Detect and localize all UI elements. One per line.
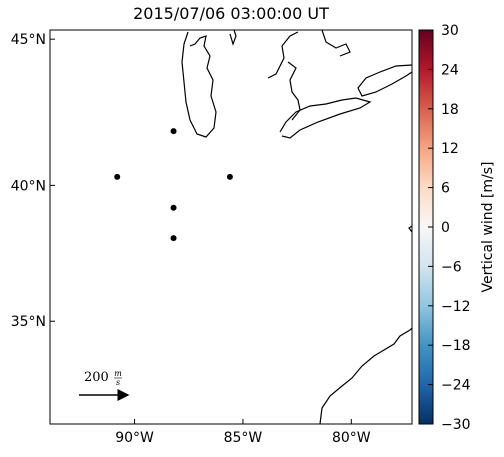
colorbar-tick-label: −6 (441, 259, 462, 275)
colorbar-tick-label: 0 (441, 220, 450, 236)
colorbar-tick-label: 12 (441, 141, 459, 157)
scale-unit-den: s (116, 378, 120, 387)
station-point (114, 173, 121, 180)
coastlines (181, 29, 413, 425)
colorbar-tick-label: −30 (441, 417, 471, 433)
scale-value: 200 (84, 370, 109, 385)
x-tick-label: 85°W (224, 430, 263, 446)
colorbar-tick-label: −12 (441, 299, 471, 315)
colorbar-tick-label: −24 (441, 378, 471, 394)
colorbar-tick-label: −18 (441, 338, 471, 354)
y-tick-label: 40°N (11, 178, 46, 194)
station-point (170, 235, 177, 242)
colorbar-label: Vertical wind [m/s] (480, 162, 496, 293)
station-point (170, 204, 177, 211)
scale-unit-num: m (114, 369, 122, 378)
station-point (226, 173, 233, 180)
colorbar-tick-label: 24 (441, 62, 459, 78)
x-tick-label: 90°W (115, 430, 154, 446)
map-frame (49, 29, 413, 425)
station-point (170, 128, 177, 135)
chart-title: 2015/07/06 03:00:00 UT (133, 4, 329, 23)
y-tick-label: 45°N (11, 32, 46, 48)
colorbar-tick-label: 6 (441, 181, 450, 197)
colorbar-tick-label: 30 (441, 23, 459, 39)
colorbar-tick-label: 18 (441, 102, 459, 118)
x-tick-label: 80°W (332, 430, 371, 446)
y-tick-label: 35°N (11, 314, 46, 330)
